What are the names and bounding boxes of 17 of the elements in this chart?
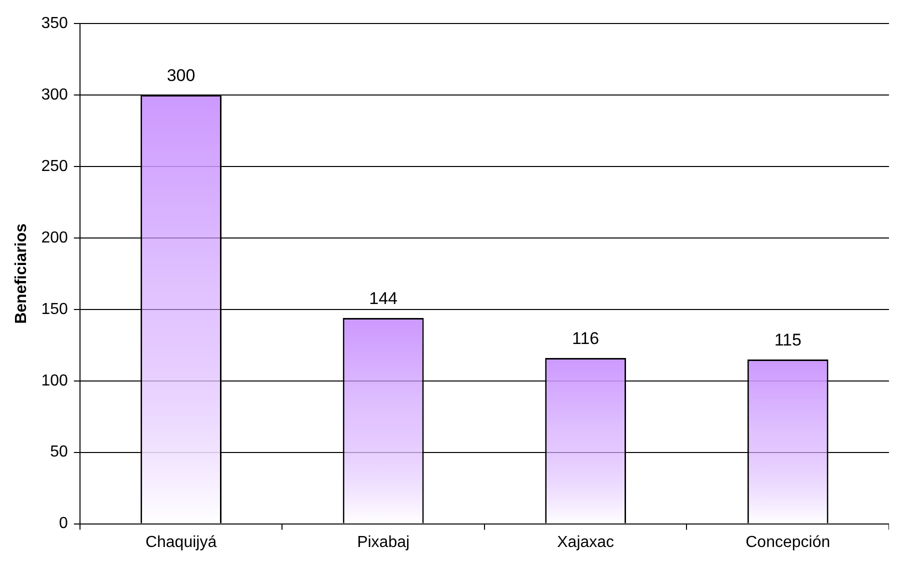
x-tick-label: Xajaxac	[557, 534, 614, 551]
y-tick-label: 250	[41, 158, 68, 175]
y-tick-label: 300	[41, 86, 68, 104]
data-label: 115	[774, 330, 802, 350]
data-label: 116	[572, 329, 600, 348]
x-tick-label: Pixabaj	[357, 534, 410, 551]
x-tick-label: Concepción	[746, 534, 830, 551]
y-tick-label: 100	[41, 372, 68, 390]
y-tick-label: 150	[41, 300, 68, 318]
y-tick-label: 350	[41, 15, 68, 32]
x-tick-label: Chaquijyá	[145, 534, 217, 551]
y-tick-label: 200	[41, 229, 68, 246]
y-tick-label: 0	[58, 515, 68, 532]
y-axis-title: Beneficiarios	[13, 223, 30, 324]
y-tick-label: 50	[50, 444, 68, 461]
data-label: 300	[166, 66, 196, 86]
data-label: 144	[369, 289, 398, 308]
